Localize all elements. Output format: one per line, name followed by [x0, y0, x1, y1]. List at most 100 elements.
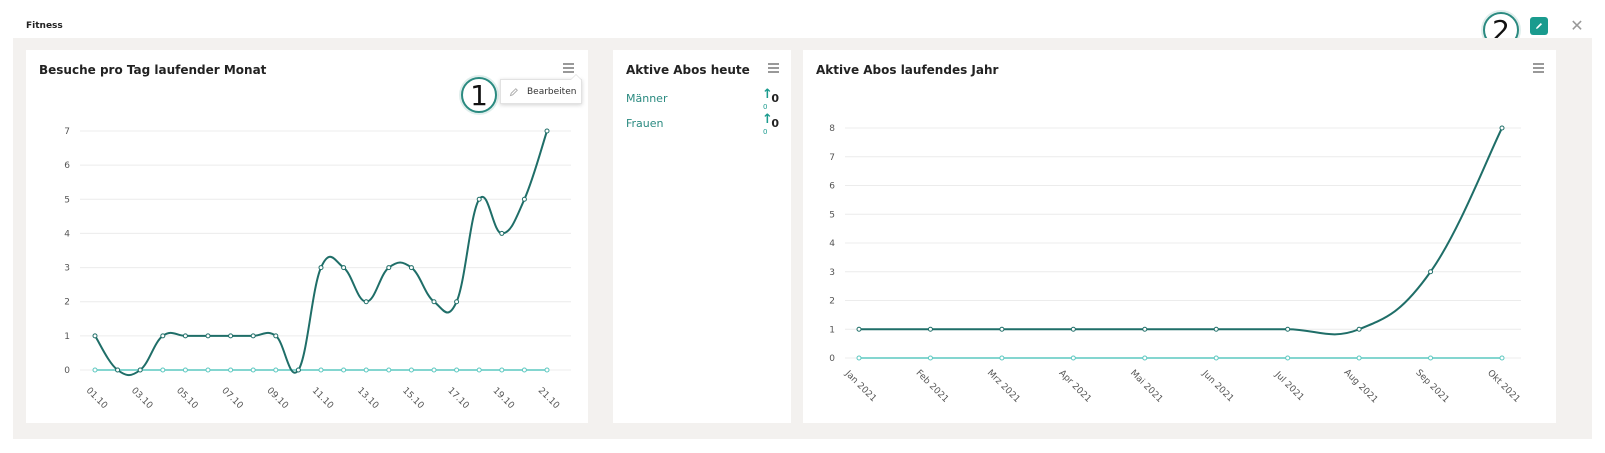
x-tick-label: Mrz 2021	[985, 368, 1022, 405]
data-point	[454, 367, 460, 373]
pencil-icon	[1536, 23, 1542, 29]
abos-today-title: Aktive Abos heute	[626, 63, 750, 77]
y-tick-label: 6	[829, 182, 835, 192]
data-point	[273, 367, 279, 373]
data-point	[927, 326, 933, 332]
data-point	[521, 196, 527, 202]
visits-chart: 0 1 2 3 4 5 6 7 01.10 03.10 05.10 07.10 09.10 11.10 13…	[64, 127, 571, 411]
abos-year-card: Aktive Abos laufendes Jahr 0 1 2 3 4 5 6 7 8 Jan …	[803, 50, 1556, 423]
data-point	[1356, 326, 1362, 332]
data-point	[250, 333, 256, 339]
abos-today-card: Aktive Abos heute Männer ↑ 0 0 Frauen ↑ …	[613, 50, 791, 423]
data-point	[92, 367, 98, 373]
y-tick-label: 3	[829, 268, 835, 278]
edit-button[interactable]	[1530, 17, 1548, 35]
data-point	[856, 355, 862, 361]
data-point	[476, 367, 482, 373]
y-tick-label: 6	[64, 161, 70, 171]
x-tick-label: Sep 2021	[1413, 368, 1450, 405]
y-tick-label: 8	[829, 124, 835, 134]
x-tick-label: Mai 2021	[1128, 368, 1164, 404]
data-point	[544, 128, 550, 134]
context-menu-edit-label: Bearbeiten	[527, 86, 577, 97]
abo-row-maenner-sub: 0	[763, 103, 768, 111]
data-point	[1285, 326, 1291, 332]
data-point	[273, 333, 279, 339]
x-tick-label: Feb 2021	[914, 368, 951, 405]
arrow-up-icon: ↑	[762, 87, 773, 102]
data-point	[341, 265, 347, 271]
data-point	[1213, 355, 1219, 361]
data-point	[1499, 355, 1505, 361]
abos-year-title: Aktive Abos laufendes Jahr	[816, 63, 999, 77]
x-tick-label: 05.10	[174, 386, 199, 411]
visits-menu-icon[interactable]	[563, 63, 576, 74]
y-tick-label: 4	[64, 229, 70, 239]
series-line	[94, 130, 548, 377]
x-tick-label: Jan 2021	[842, 368, 878, 404]
y-tick-label: 4	[829, 239, 835, 249]
data-point	[1428, 269, 1434, 275]
data-point	[1213, 326, 1219, 332]
data-point	[363, 299, 369, 305]
abo-row-maenner-value: 0	[771, 92, 779, 105]
x-tick-label: 13.10	[355, 386, 380, 411]
data-point	[205, 367, 211, 373]
abos-year-chart: 0 1 2 3 4 5 6 7 8 Jan 2021 Feb 2021 Mrz 2021 Apr 202…	[829, 124, 1521, 406]
data-point	[228, 333, 234, 339]
data-point	[182, 333, 188, 339]
data-point	[476, 196, 482, 202]
y-tick-label: 2	[64, 298, 70, 308]
data-point	[431, 367, 437, 373]
y-tick-label: 3	[64, 264, 70, 274]
x-tick-label: 17.10	[445, 386, 470, 411]
y-tick-label: 5	[829, 210, 835, 220]
data-point	[386, 367, 392, 373]
abos-today-menu-icon[interactable]	[768, 63, 781, 74]
data-point	[386, 265, 392, 271]
y-tick-label: 0	[829, 354, 835, 364]
data-point	[499, 367, 505, 373]
data-point	[454, 299, 460, 305]
abo-row-frauen-label[interactable]: Frauen	[626, 117, 664, 130]
x-tick-label: 19.10	[491, 386, 516, 411]
series-line	[859, 127, 1503, 336]
close-button[interactable]: ✕	[1570, 15, 1584, 35]
data-point	[1070, 355, 1076, 361]
arrow-up-icon: ↑	[762, 112, 773, 127]
data-point	[1142, 326, 1148, 332]
data-point	[115, 367, 121, 373]
context-menu-edit[interactable]: Bearbeiten	[500, 74, 582, 104]
data-point	[408, 367, 414, 373]
data-point	[999, 355, 1005, 361]
abos-year-menu-icon[interactable]	[1533, 63, 1546, 74]
data-point	[544, 367, 550, 373]
visits-card: Besuche pro Tag laufender Monat 0 1 2 3 4 5 6 7…	[26, 50, 588, 423]
data-point	[205, 333, 211, 339]
annotation-badge-1: 1	[461, 77, 497, 113]
data-point	[927, 355, 933, 361]
data-point	[431, 299, 437, 305]
x-tick-label: Jul 2021	[1272, 369, 1306, 403]
x-tick-label: Aug 2021	[1342, 368, 1380, 406]
data-point	[228, 367, 234, 373]
y-tick-label: 1	[64, 332, 70, 342]
data-point	[1142, 355, 1148, 361]
data-point	[1428, 355, 1434, 361]
data-point	[295, 367, 301, 373]
x-tick-label: Jun 2021	[1199, 368, 1235, 404]
x-tick-label: 15.10	[400, 386, 425, 411]
x-tick-label: Okt 2021	[1485, 368, 1521, 404]
pencil-icon	[509, 87, 518, 96]
data-point	[318, 367, 324, 373]
data-point	[363, 367, 369, 373]
x-tick-label: 09.10	[265, 386, 290, 411]
x-tick-label: Apr 2021	[1057, 368, 1093, 404]
data-point	[408, 265, 414, 271]
x-tick-label: 07.10	[219, 386, 244, 411]
abo-row-maenner-label[interactable]: Männer	[626, 92, 668, 105]
data-point	[250, 367, 256, 373]
data-point	[1499, 125, 1505, 131]
data-point	[521, 367, 527, 373]
data-point	[92, 333, 98, 339]
